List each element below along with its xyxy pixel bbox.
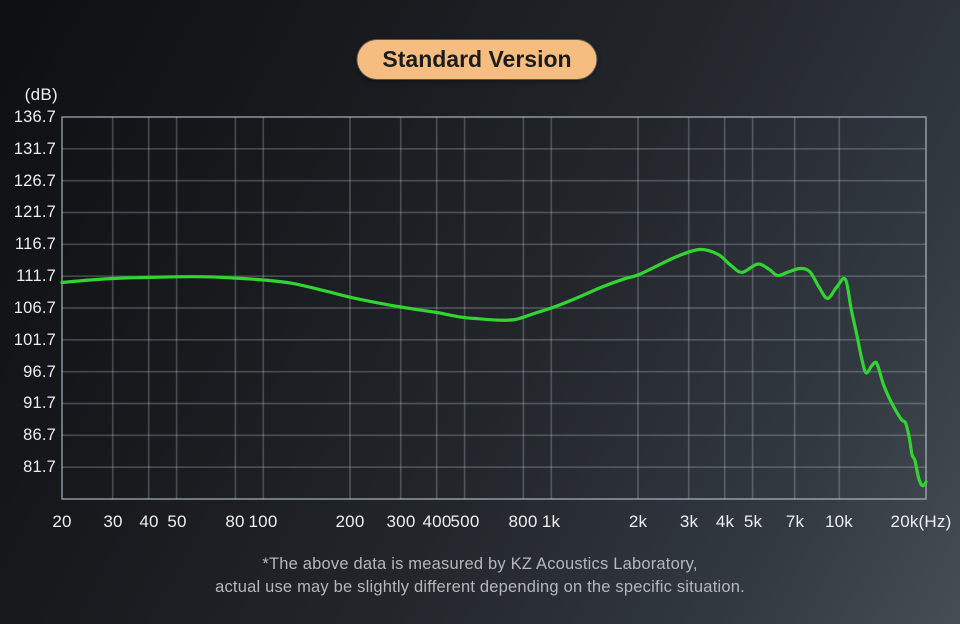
y-tick-label: 121.7	[13, 203, 56, 221]
version-badge: Standard Version	[357, 40, 597, 79]
x-tick-label: 20k(Hz)	[890, 512, 952, 531]
x-tick-label: 5k	[743, 512, 763, 531]
y-tick-label: 81.7	[23, 458, 56, 476]
y-tick-label: 106.7	[13, 299, 56, 317]
x-tick-label: 80	[225, 512, 245, 531]
y-tick-label: 126.7	[13, 172, 56, 190]
frequency-response-curve	[60, 247, 928, 488]
x-tick-label: 500	[450, 512, 480, 531]
y-tick-label: 86.7	[23, 426, 56, 444]
x-tick-label: 100	[248, 512, 278, 531]
y-tick-label: 111.7	[16, 267, 56, 285]
x-tick-label: 1k	[541, 512, 561, 531]
y-tick-label: 136.7	[13, 108, 56, 126]
y-tick-label: 91.7	[23, 394, 56, 412]
x-tick-label: 3k	[679, 512, 699, 531]
x-tick-label: 400	[422, 512, 452, 531]
x-tick-label: 50	[167, 512, 187, 531]
x-tick-label: 2k	[628, 512, 648, 531]
y-axis-unit-label: (dB)	[24, 85, 58, 104]
x-tick-label: 7k	[785, 512, 805, 531]
y-tick-label: 116.7	[14, 235, 56, 253]
x-tick-label: 4k	[715, 512, 735, 531]
x-tick-label: 300	[386, 512, 416, 531]
y-tick-label: 131.7	[13, 140, 56, 158]
x-tick-label: 20	[52, 512, 72, 531]
y-axis-labels: 136.7 131.7 126.7 121.7 116.7 111.7 106.7 101.7…	[0, 0, 56, 520]
footnote-line-1: *The above data is measured by KZ Acoust…	[262, 555, 698, 573]
x-tick-label: 30	[103, 512, 123, 531]
version-badge-label: Standard Version	[382, 46, 572, 72]
x-tick-label: 800	[508, 512, 538, 531]
y-tick-label: 96.7	[23, 363, 56, 381]
y-tick-label: 101.7	[13, 331, 56, 349]
x-tick-label: 200	[335, 512, 365, 531]
plot-border	[61, 116, 927, 500]
x-tick-label: 10k	[824, 512, 854, 531]
footnote: *The above data is measured by KZ Acoust…	[0, 553, 960, 599]
footnote-line-2: actual use may be slightly different dep…	[215, 578, 745, 596]
x-tick-label: 40	[139, 512, 159, 531]
